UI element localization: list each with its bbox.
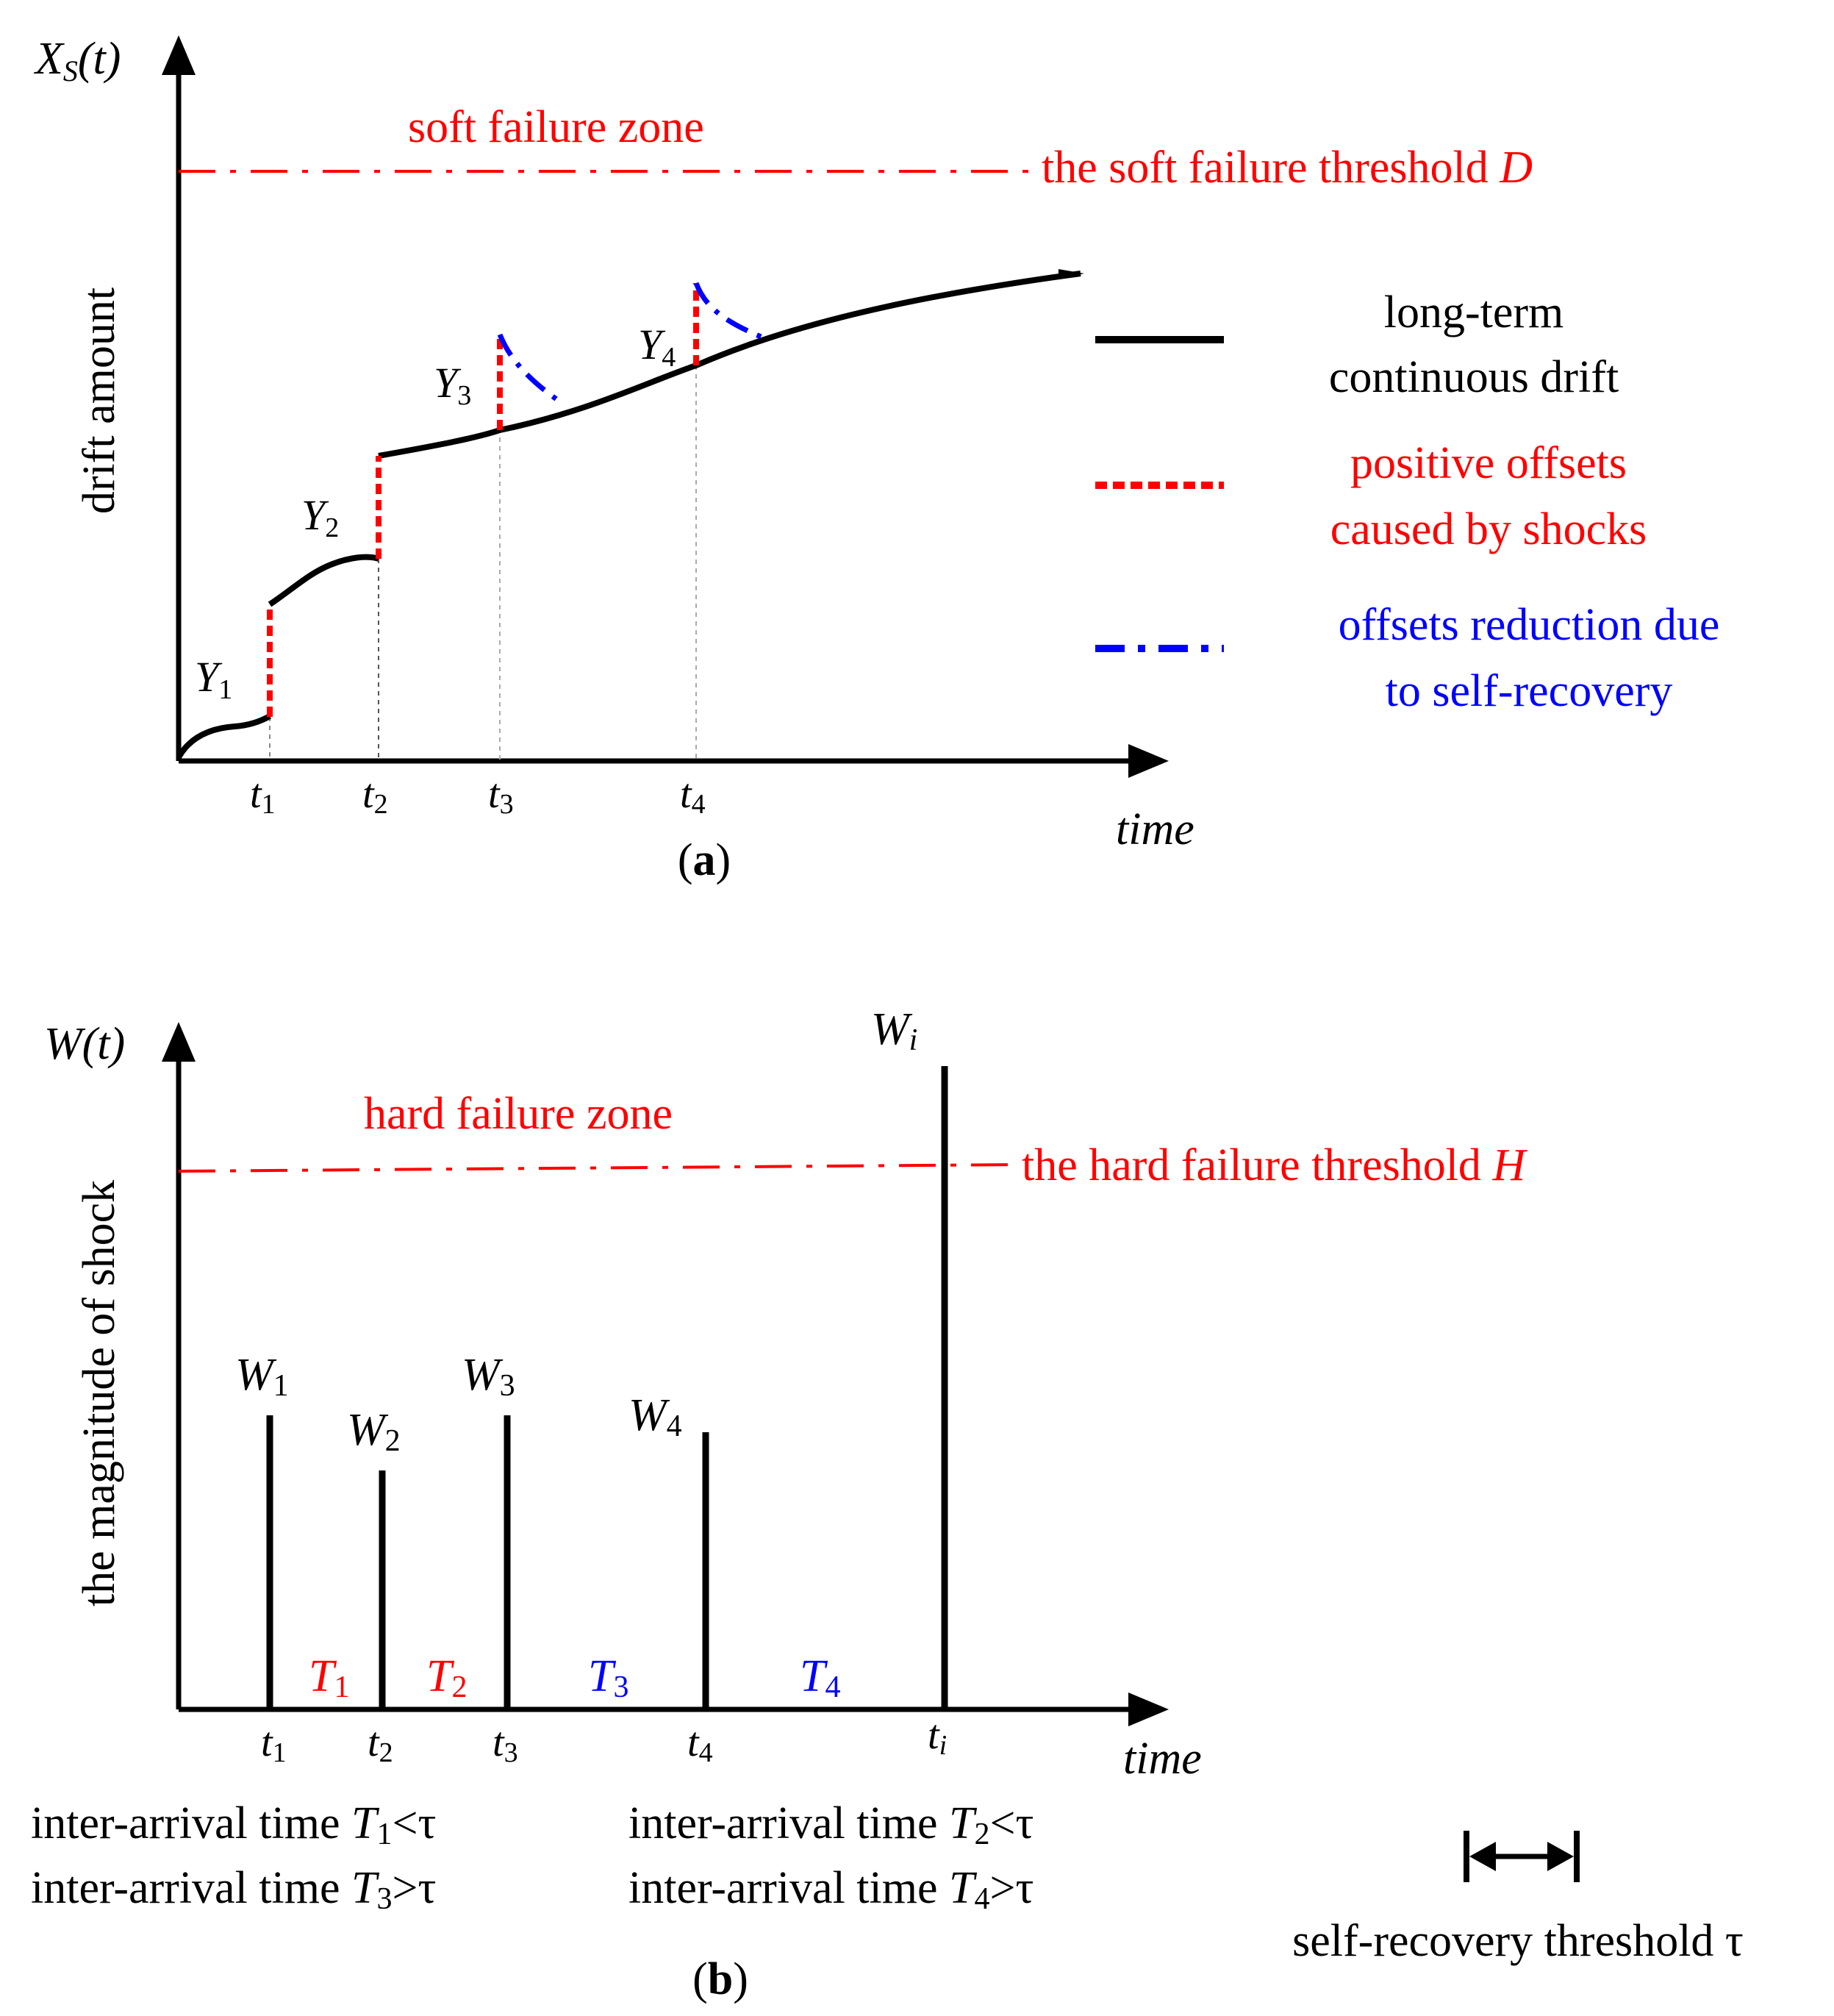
hard-failure-threshold-label: the hard failure threshold H <box>1022 1140 1527 1190</box>
panel-a-y-title: drift amount <box>74 287 124 514</box>
shock-label-wi: Wi <box>871 1004 917 1057</box>
jump-label-y1: Y1 <box>195 653 232 705</box>
drift-segment-1 <box>176 713 271 759</box>
panel-b-y-arrow <box>162 1022 196 1062</box>
note-t2: inter-arrival time T2<τ <box>628 1798 1034 1851</box>
interval-label-t4: T4 <box>800 1651 840 1704</box>
interval-label-t3: T3 <box>588 1651 628 1704</box>
tick-t3: t3 <box>488 771 514 820</box>
soft-failure-zone-label: soft failure zone <box>408 102 704 152</box>
legend-offsets-line1: positive offsets <box>1350 438 1627 488</box>
jump-label-y2: Y2 <box>301 491 339 543</box>
tick-b-ti: ti <box>928 1712 947 1761</box>
self-recovery-threshold-symbol <box>1464 1831 1580 1882</box>
legend-drift-line1: long-term <box>1384 287 1564 337</box>
panel-b-x-axis-label: time <box>1123 1734 1202 1784</box>
tick-b-t3: t3 <box>492 1720 518 1768</box>
interval-label-t2: T2 <box>426 1651 467 1704</box>
hard-failure-threshold-line <box>178 1163 1019 1173</box>
tick-b-t4: t4 <box>687 1720 713 1768</box>
legend-drift-line2: continuous drift <box>1329 352 1619 402</box>
tick-t4: t4 <box>680 771 706 820</box>
shock-label-w2: W2 <box>347 1405 401 1458</box>
shock-label-w1: W1 <box>235 1350 289 1403</box>
jump-label-y4: Y4 <box>638 321 676 373</box>
legend-recovery-line2: to self-recovery <box>1386 666 1673 716</box>
panel-a-caption: (a) <box>678 835 731 885</box>
self-recovery-y3 <box>497 333 561 403</box>
drift-segment-2 <box>268 554 380 607</box>
panel-a-y-arrow <box>162 35 196 75</box>
legend-recovery-line1: offsets reduction due <box>1339 600 1720 650</box>
interval-label-t1: T1 <box>309 1651 349 1704</box>
hard-failure-zone-label: hard failure zone <box>364 1089 673 1139</box>
panel-b: W(t) the magnitude of shock hard failure… <box>31 1004 1744 2004</box>
panel-b-y-title: the magnitude of shock <box>74 1180 124 1606</box>
jump-label-y3: Y3 <box>434 359 471 411</box>
self-recovery-y4 <box>693 282 770 343</box>
soft-failure-threshold-label: the soft failure threshold D <box>1042 143 1533 193</box>
tick-t1: t1 <box>250 771 276 820</box>
legend-offsets-line2: caused by shocks <box>1330 504 1647 554</box>
tick-b-t1: t1 <box>261 1720 287 1768</box>
panel-b-caption: (b) <box>692 1954 748 2004</box>
panel-b-x-arrow <box>1128 1692 1169 1726</box>
tick-b-t2: t2 <box>368 1720 393 1768</box>
note-t1: inter-arrival time T1<τ <box>31 1798 436 1851</box>
note-t3: inter-arrival time T3>τ <box>31 1863 436 1916</box>
panel-a-x-axis-label: time <box>1116 804 1194 854</box>
drift-segment-3 <box>378 271 1081 459</box>
panel-b-y-axis-label: W(t) <box>44 1019 125 1069</box>
shock-label-w3: W3 <box>462 1350 515 1403</box>
drift-end-arrow <box>1059 269 1084 279</box>
self-recovery-threshold-label: self-recovery threshold τ <box>1292 1916 1744 1966</box>
note-t4: inter-arrival time T4>τ <box>628 1863 1034 1916</box>
shock-label-w4: W4 <box>628 1390 682 1443</box>
panel-a-y-axis-label: XS(t) <box>33 34 121 87</box>
panel-a: XS(t) drift amount soft failure zone the… <box>33 34 1719 885</box>
panel-a-legend: long-term continuous drift positive offs… <box>1095 287 1719 716</box>
tick-t2: t2 <box>362 771 388 820</box>
panel-a-x-arrow <box>1128 744 1169 778</box>
